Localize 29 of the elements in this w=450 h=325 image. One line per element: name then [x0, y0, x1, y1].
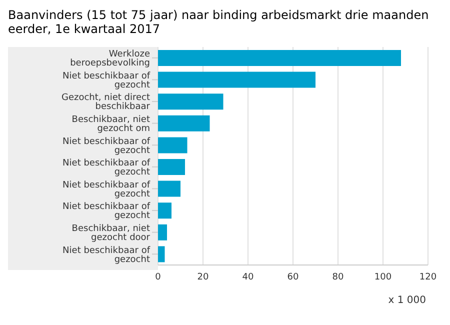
- y-tick-label: Niet beschikbaar of gezocht: [62, 158, 151, 178]
- chart-title: Baanvinders (15 tot 75 jaar) naar binding arbeidsmarkt drie maanden eerder, 1e kwartaal 2017: [8, 8, 430, 36]
- bar: [158, 115, 210, 132]
- x-tick-label: 0: [155, 272, 162, 282]
- bar: [158, 180, 180, 197]
- bar: [158, 246, 165, 262]
- bar: [158, 94, 224, 110]
- x-tick-label: 40: [242, 272, 254, 282]
- bar: [158, 137, 188, 154]
- x-tick-label: 60: [287, 272, 299, 282]
- y-tick-label: Niet beschikbaar of gezocht: [62, 71, 151, 90]
- y-tick-label: Niet beschikbaar of gezocht: [62, 246, 151, 265]
- y-tick-label: Gezocht, niet direct beschikbaar: [61, 93, 150, 112]
- x-tick-label: 100: [374, 272, 392, 282]
- x-tick-label: 20: [197, 272, 209, 282]
- bar: [158, 202, 172, 219]
- y-tick-label: Werkloze beroepsbevolking: [70, 50, 150, 69]
- y-tick-label: Niet beschikbaar of gezocht: [62, 202, 151, 222]
- x-tick-label: 80: [332, 272, 344, 282]
- bar: [158, 72, 316, 88]
- x-tick-label: 120: [419, 272, 437, 282]
- y-tick-label: Beschikbaar, niet gezocht om: [72, 114, 150, 134]
- y-tick-label: Niet beschikbaar of gezocht: [62, 180, 151, 200]
- y-tick-label: Beschikbaar, niet gezocht door: [72, 224, 150, 243]
- bar: [158, 159, 185, 175]
- bar: [158, 224, 167, 240]
- x-axis-title: x 1 000: [388, 295, 426, 306]
- bar: [158, 50, 401, 66]
- y-tick-label: Niet beschikbaar of gezocht: [62, 136, 151, 156]
